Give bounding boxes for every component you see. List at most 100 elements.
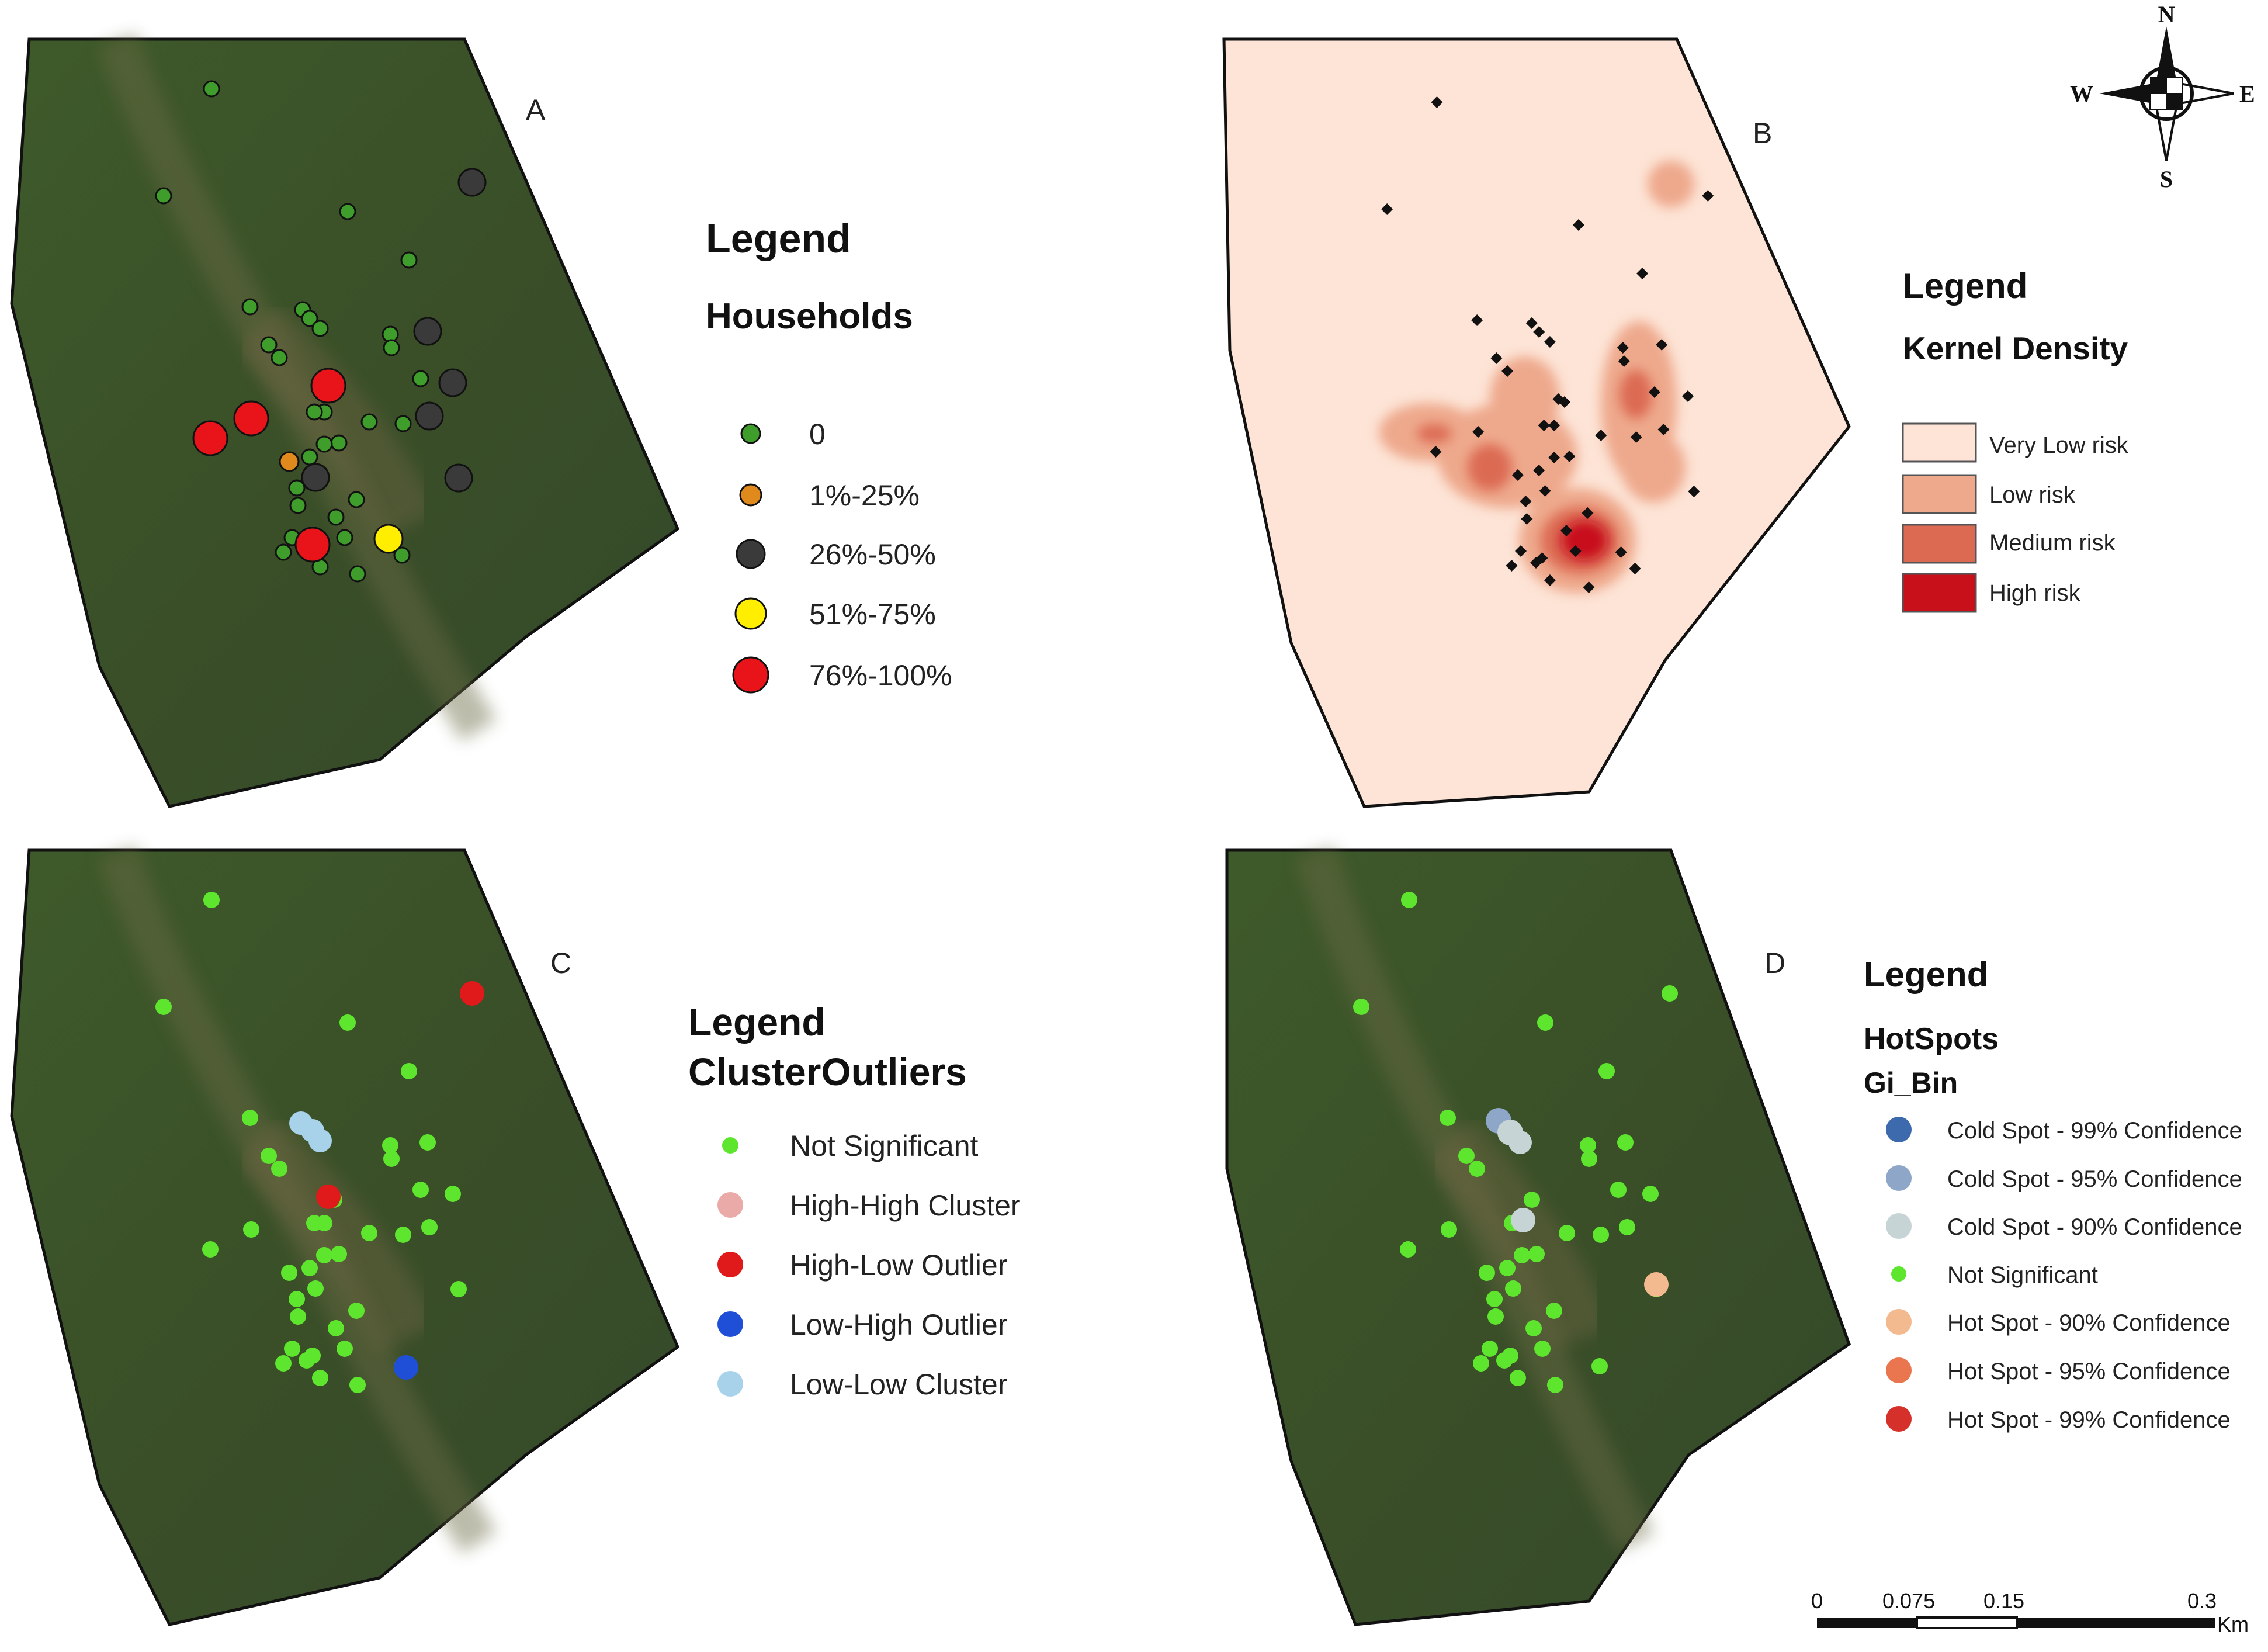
- legend-swatch: [717, 1252, 743, 1277]
- cluster-point: [331, 1246, 347, 1262]
- cluster-point: [348, 1303, 365, 1319]
- cluster-point: [284, 1341, 300, 1357]
- legend-a: Legend Households 0 1%-25% 26%-50% 51%-7…: [706, 216, 952, 694]
- hotspot-point: [1534, 1341, 1551, 1357]
- household-point: [155, 187, 172, 205]
- cluster-point: [401, 1063, 417, 1079]
- cluster-point: [395, 1227, 411, 1243]
- legend-item-2: High-Low Outlier: [717, 1249, 1007, 1282]
- cluster-point: [290, 1308, 306, 1325]
- satellite-basemap: [1225, 846, 1851, 1626]
- household-point: [241, 298, 259, 316]
- legend-swatch: [1891, 1266, 1906, 1282]
- household-point: [1490, 352, 1503, 364]
- cluster-point: [306, 1215, 322, 1231]
- hotspot-point: [1508, 1131, 1532, 1154]
- legend-swatch: [736, 539, 766, 569]
- legend-label: Cold Spot - 90% Confidence: [1947, 1214, 2242, 1240]
- household-point: [310, 368, 346, 404]
- hotspot-point: [1591, 1358, 1608, 1374]
- legend-item-3: Low-High Outlier: [717, 1308, 1007, 1341]
- panel-letter-c: C: [550, 947, 571, 979]
- household-point: [415, 401, 444, 431]
- household-point: [1629, 563, 1641, 574]
- legend-swatch: [717, 1192, 743, 1218]
- household-point: [311, 320, 329, 337]
- legend-item-2: Cold Spot - 90% Confidence: [1886, 1213, 2242, 1240]
- cluster-point: [242, 1110, 258, 1126]
- field-title: Gi_Bin: [1864, 1066, 1958, 1099]
- legend-label: Low-Low Cluster: [790, 1368, 1007, 1401]
- household-point: [457, 168, 487, 197]
- legend-swatch: [1886, 1309, 1912, 1335]
- household-point: [1472, 426, 1485, 438]
- household-point: [1511, 469, 1524, 481]
- cluster-point: [308, 1129, 332, 1152]
- household-point: [1583, 581, 1595, 593]
- household-point: [1431, 96, 1443, 108]
- household-point: [339, 203, 356, 220]
- household-point: [306, 403, 323, 421]
- household-point: [327, 508, 345, 526]
- legend-label: Not Significant: [1947, 1262, 2098, 1288]
- legend-label: 51%-75%: [809, 598, 936, 631]
- legend-label: Cold Spot - 99% Confidence: [1947, 1118, 2242, 1144]
- household-point: [1520, 496, 1532, 507]
- hotspot-point: [1353, 999, 1369, 1015]
- cluster-point: [312, 1370, 328, 1386]
- household-point: [1533, 326, 1545, 338]
- cluster-point: [383, 1151, 400, 1167]
- cluster-point: [307, 1280, 324, 1297]
- legend-swatch: [732, 656, 769, 694]
- household-point: [1648, 386, 1660, 398]
- cluster-point: [271, 1161, 287, 1177]
- legend-swatch: [1902, 474, 1977, 514]
- household-point: [301, 448, 318, 466]
- cluster-point: [316, 1185, 341, 1209]
- hotspot-point: [1487, 1308, 1504, 1325]
- layer-title: Kernel Density: [1903, 330, 2128, 366]
- legend-item-0: Very Low risk: [1902, 422, 2129, 463]
- legend-item-4: Hot Spot - 90% Confidence: [1886, 1309, 2231, 1336]
- hotspot-point: [1499, 1260, 1516, 1276]
- legend-label: Very Low risk: [1989, 432, 2129, 458]
- hotspot-point: [1593, 1227, 1609, 1243]
- household-point: [349, 565, 366, 583]
- scale-tick-1: 0.075: [1882, 1589, 1935, 1613]
- hotspot-point: [1617, 1134, 1634, 1151]
- legend-swatch: [717, 1371, 743, 1397]
- household-point: [1569, 545, 1582, 557]
- legend-label: 0: [809, 418, 826, 451]
- legend-item-1: High-High Cluster: [717, 1189, 1021, 1222]
- cluster-point: [412, 1182, 429, 1198]
- scale-bar: 0 0.075 0.15 0.3 Km: [1811, 1589, 2249, 1636]
- household-point: [1582, 507, 1594, 519]
- cluster-point: [203, 892, 220, 908]
- cluster-point: [339, 1014, 356, 1031]
- legend-item-2: 26%-50%: [736, 538, 936, 571]
- legend-swatch: [1886, 1165, 1912, 1191]
- household-point: [1501, 365, 1514, 377]
- satellite-basemap: [10, 846, 680, 1626]
- hotspot-point: [1401, 892, 1417, 908]
- legend-title: Legend: [1903, 266, 2027, 306]
- household-point: [1630, 431, 1642, 443]
- legend-item-4: Low-Low Cluster: [717, 1368, 1007, 1401]
- household-point: [294, 527, 331, 563]
- legend-label: Low risk: [1989, 482, 2076, 508]
- cluster-point: [261, 1148, 277, 1164]
- household-point: [413, 317, 442, 346]
- legend-label: Hot Spot - 95% Confidence: [1947, 1359, 2231, 1384]
- household-point: [1521, 513, 1533, 525]
- cluster-point: [304, 1348, 321, 1364]
- layer-title: Households: [706, 296, 913, 337]
- legend-label: Hot Spot - 99% Confidence: [1947, 1407, 2231, 1433]
- household-point: [1548, 420, 1560, 431]
- legend-b: Legend Kernel Density Very Low risk Low …: [1902, 266, 2129, 613]
- hotspot-point: [1598, 1063, 1615, 1079]
- legend-item-1: Low risk: [1902, 474, 2076, 514]
- layer-title: HotSpots: [1864, 1022, 1999, 1056]
- legend-item-4: 76%-100%: [732, 656, 952, 694]
- household-point: [1572, 219, 1584, 231]
- hotspot-point: [1528, 1246, 1545, 1262]
